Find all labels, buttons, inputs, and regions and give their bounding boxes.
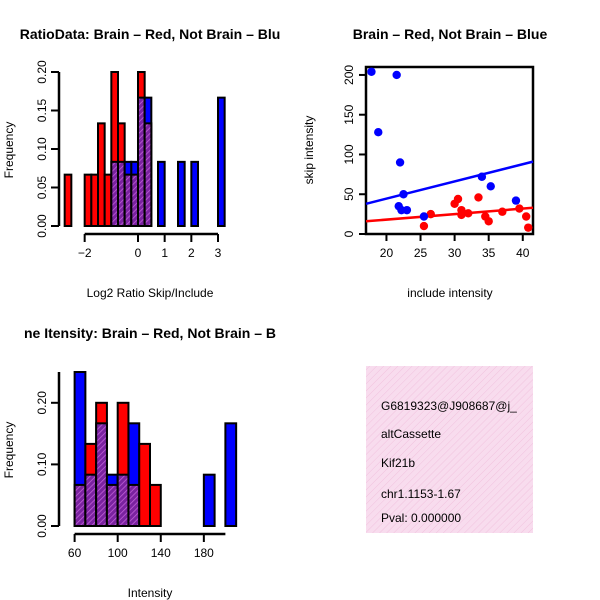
intensity-hist-y-tick-label: 0.00 (35, 514, 49, 538)
scatter-point-brain (457, 210, 466, 220)
scatter-point-brain (464, 209, 473, 218)
intensity-hist-bars (73, 371, 238, 528)
intensity-hist-bar-not-brain (202, 473, 216, 527)
scatter-point-brain (426, 209, 435, 219)
ratio-hist-bar-brain (63, 173, 73, 228)
intensity-hist-axes: 60 100 140 180 0.00 0.10 0.20 (35, 372, 226, 560)
intensity-hist-title: ne Itensity: Brain – Red, Not Brain – B (24, 325, 276, 341)
scatter-x-tick-label: 25 (414, 246, 428, 260)
intensity-hist-bar-overlap (105, 483, 119, 528)
info-pval: Pval: 0.000000 (381, 511, 461, 525)
intensity-hist-x-tick-label: 180 (194, 546, 214, 560)
info-event-type: altCassette (381, 427, 441, 441)
panel-intensity-histogram: ne Itensity: Brain – Red, Not Brain – B … (2, 325, 276, 600)
scatter-ylabel: skip intensity (302, 116, 316, 185)
ratio-hist-y-tick-label: 0.10 (35, 137, 49, 161)
intensity-hist-bar-overlap (127, 483, 141, 528)
ratio-hist-ylabel: Frequency (2, 122, 16, 179)
scatter-y-tick-label: 200 (342, 65, 356, 85)
scatter-point-brain (524, 223, 533, 232)
info-location: chr1.1153-1.67 (381, 487, 461, 501)
ratio-hist-x-tick-label: 3 (215, 246, 222, 260)
scatter-point-not-brain (486, 182, 495, 191)
scatter-point-not-brain (419, 212, 429, 221)
panel-ratio-histogram: RatioData: Brain – Red, Not Brain – Blu … (2, 26, 280, 300)
ratio-hist-bars (63, 71, 226, 228)
ratio-hist-bar-brain (83, 173, 93, 228)
scatter-point-not-brain (395, 158, 405, 167)
scatter-point-not-brain (374, 128, 383, 137)
ratio-hist-y-tick-label: 0.15 (35, 98, 49, 122)
ratio-hist-x-tick-label: 2 (188, 246, 195, 260)
scatter-y-tick-label: 0 (342, 230, 356, 237)
ratio-hist-x-tick-label: −2 (78, 246, 92, 260)
intensity-hist-bar-not-brain (224, 422, 238, 528)
scatter-point-brain (453, 194, 463, 204)
intensity-hist-xlabel: Intensity (128, 586, 173, 600)
scatter-point-brain (498, 207, 507, 216)
intensity-hist-bar-overlap (73, 483, 87, 528)
intensity-hist-bar-overlap (84, 473, 98, 527)
intensity-hist-bar-brain (149, 483, 162, 528)
scatter-point-brain (484, 217, 493, 226)
intensity-hist-y-tick-label: 0.20 (35, 391, 49, 415)
ratio-hist-bar-not-brain (217, 96, 226, 227)
scatter-point-not-brain (477, 172, 487, 181)
intensity-hist-bar-overlap (95, 422, 108, 528)
ratio-hist-title: RatioData: Brain – Red, Not Brain – Blu (20, 26, 281, 42)
scatter-content (365, 67, 534, 232)
ratio-hist-bar-overlap (110, 160, 120, 227)
intensity-hist-x-tick-label: 100 (108, 546, 128, 560)
scatter-y-tick-label: 150 (342, 104, 356, 124)
scatter-point-not-brain (367, 67, 376, 76)
ratio-hist-x-tick-label: 0 (135, 246, 142, 260)
scatter-xlabel: include intensity (407, 286, 492, 300)
intensity-hist-ylabel: Frequency (2, 422, 16, 479)
scatter-point-not-brain (402, 205, 412, 215)
ratio-hist-axes: −2 0 1 2 3 0.00 0.05 0.10 0.15 0.20 (35, 60, 221, 260)
scatter-y-tick-label: 100 (342, 144, 356, 164)
scatter-axes: 20 25 30 35 40 0 50 100 150 200 (342, 65, 530, 260)
ratio-hist-bar-not-brain (177, 160, 186, 227)
scatter-point-brain (521, 212, 531, 221)
scatter-point-brain (419, 221, 429, 231)
intensity-hist-x-tick-label: 60 (68, 546, 82, 560)
scatter-x-tick-label: 20 (380, 246, 394, 260)
intensity-hist-y-tick-label: 0.10 (35, 452, 49, 476)
ratio-hist-y-tick-label: 0.20 (35, 60, 49, 84)
scatter-x-tick-label: 35 (482, 246, 496, 260)
ratio-hist-bar-brain (103, 173, 113, 228)
info-id-text: G6819323@J908687@j_ (381, 399, 517, 413)
ratio-hist-bar-brain (90, 173, 100, 228)
scatter-plot-frame (364, 65, 535, 236)
ratio-hist-y-tick-label: 0.00 (35, 214, 49, 238)
panel-info-box: G6819323@J908687@j_ altCassette Kif21b c… (366, 366, 533, 533)
ratio-hist-x-tick-label: 1 (161, 246, 168, 260)
scatter-point-brain (515, 204, 524, 213)
scatter-point-not-brain (511, 196, 521, 205)
scatter-point-not-brain (399, 190, 408, 199)
ratio-hist-y-tick-label: 0.05 (35, 175, 49, 199)
scatter-fit-line-not-brain (365, 160, 534, 205)
info-box-background (366, 366, 533, 533)
intensity-hist-bar-overlap (116, 473, 130, 527)
intensity-hist-bar-brain (138, 442, 152, 528)
ratio-hist-bar-overlap (117, 160, 126, 227)
panel-scatter: Brain – Red, Not Brain – Blue include in… (302, 26, 547, 300)
ratio-hist-bar-brain (97, 122, 106, 227)
ratio-hist-xlabel: Log2 Ratio Skip/Include (87, 286, 214, 300)
scatter-fit-line-brain (365, 206, 534, 223)
ratio-hist-bar-not-brain (157, 160, 166, 227)
scatter-point-brain (474, 193, 483, 202)
info-gene: Kif21b (381, 456, 415, 470)
intensity-hist-x-tick-label: 140 (151, 546, 171, 560)
scatter-title: Brain – Red, Not Brain – Blue (353, 26, 548, 42)
scatter-point-not-brain (392, 70, 401, 80)
ratio-hist-bar-not-brain (190, 160, 199, 227)
scatter-x-tick-label: 40 (516, 246, 530, 260)
scatter-x-tick-label: 30 (448, 246, 462, 260)
ratio-hist-bar-overlap (143, 122, 153, 227)
scatter-y-tick-label: 50 (342, 187, 356, 201)
